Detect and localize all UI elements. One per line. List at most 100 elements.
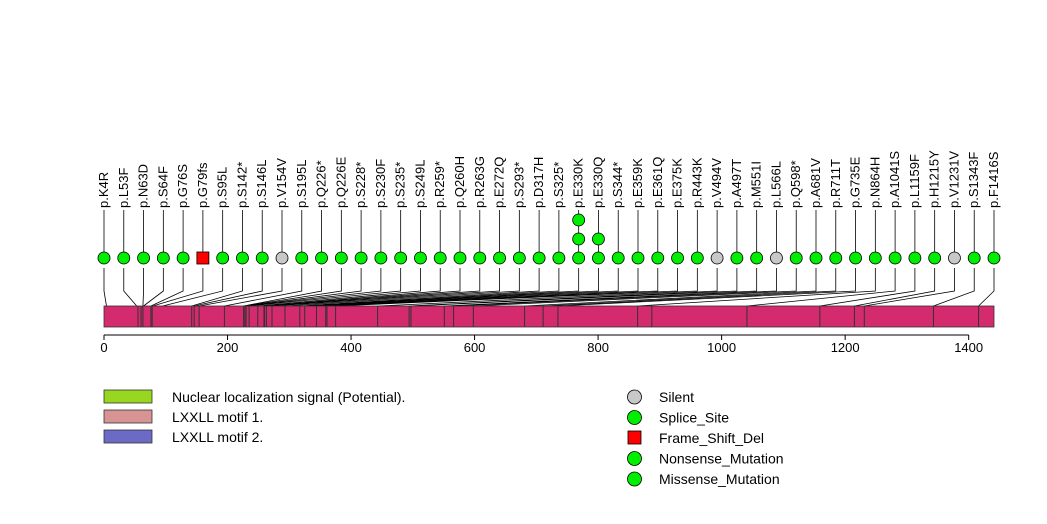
marker-pS228-0: [354, 251, 368, 265]
connector-16: [257, 268, 421, 307]
marker-pG76S-0: [176, 251, 190, 265]
mutation-label: p.V154V: [274, 158, 289, 208]
marker-pG79fs-0: [196, 251, 210, 265]
mutation-label: p.E359K: [630, 158, 645, 208]
mutation-legend-label: Silent: [659, 389, 694, 405]
mutation-legend-swatch: [627, 451, 642, 466]
mutation-label: p.S230F: [373, 159, 388, 208]
domain-legend-swatch: [103, 389, 153, 404]
marker-pS230F-0: [374, 251, 388, 265]
connector-7: [191, 268, 243, 307]
connector-23: [304, 268, 560, 307]
connector-17: [263, 268, 441, 307]
x-tick-label-200: 200: [217, 340, 239, 355]
marker-pQ226E-0: [334, 251, 348, 265]
marker-pN63D-0: [137, 251, 150, 265]
mutation-label: p.L566L: [768, 161, 783, 208]
domain-legend-swatch: [103, 409, 153, 424]
mutation-label: p.R263G: [472, 156, 487, 208]
connector-9: [199, 268, 283, 307]
connector-4: [150, 268, 184, 307]
mutation-label: p.Q226*: [314, 160, 329, 208]
mutation-label: p.S1343F: [966, 152, 981, 208]
marker-pF1416S-0: [987, 251, 1001, 265]
mutation-label: p.G735E: [848, 156, 863, 208]
domain-legend-label: LXXLL motif 1.: [172, 409, 263, 425]
domain-legend-label: LXXLL motif 2.: [172, 429, 263, 445]
connector-1: [123, 268, 138, 307]
marker-pA497T-0: [730, 251, 744, 265]
marker-pE330K-2: [572, 213, 586, 227]
x-tick-label-1400: 1400: [954, 340, 983, 355]
connector-28: [326, 268, 659, 307]
connector-6: [162, 268, 224, 307]
mutation-label: p.G79fs: [195, 162, 210, 208]
marker-pS142-0: [236, 251, 249, 265]
marker-pD317H-0: [532, 251, 546, 265]
connector-38: [557, 268, 856, 307]
marker-pR711T-0: [829, 251, 843, 265]
connector-43: [864, 268, 955, 307]
marker-pE359K-0: [631, 251, 645, 265]
connector-36: [524, 268, 817, 307]
domain-legend-label: Nuclear localization signal (Potential).: [172, 389, 405, 405]
mutation-label: p.E330K: [571, 158, 586, 208]
marker-pE361Q-0: [651, 251, 665, 265]
x-tick-label-0: 0: [100, 340, 107, 355]
mutation-label: p.S293*: [511, 162, 526, 208]
connector-33: [444, 268, 758, 307]
connector-21: [284, 268, 520, 307]
mutation-legend-label: Frame_Shift_Del: [659, 430, 764, 446]
connector-44: [933, 268, 975, 307]
x-tick-label-1000: 1000: [707, 340, 736, 355]
marker-pS249L-0: [414, 251, 427, 265]
mutation-label: p.Q598*: [788, 160, 803, 208]
domain-legend-swatch: [103, 429, 153, 444]
mutation-label: p.S64F: [155, 166, 170, 208]
mutation-label: p.S95L: [215, 167, 230, 208]
mutation-label: p.Q260H: [452, 156, 467, 208]
mutation-label: p.L53F: [116, 167, 131, 208]
connector-37: [543, 268, 837, 307]
marker-pK4R-0: [97, 251, 111, 265]
connector-10: [224, 268, 303, 307]
connector-20: [271, 268, 500, 307]
connector-42: [854, 268, 936, 307]
connector-40: [746, 268, 896, 307]
connector-39: [637, 268, 876, 307]
mutation-label: p.G76S: [175, 164, 190, 208]
mutation-label: p.N63D: [136, 164, 151, 208]
mutation-label: p.S142*: [234, 162, 249, 208]
mutation-label: p.S325*: [551, 162, 566, 208]
marker-pR263G-0: [473, 251, 487, 265]
mutation-label: p.S344*: [610, 162, 625, 208]
marker-pS293-0: [512, 251, 526, 265]
connector-25: [307, 268, 599, 307]
connector-5: [152, 268, 204, 307]
connector-32: [410, 268, 738, 307]
connector-lines: [103, 268, 995, 307]
mutation-label: p.M551I: [749, 161, 764, 208]
mutation-label: p.S228*: [353, 162, 368, 208]
x-tick-label-800: 800: [587, 340, 609, 355]
marker-pV1231V-0: [948, 251, 961, 265]
mutation-label: p.A681V: [808, 158, 823, 208]
connector-12: [243, 268, 342, 307]
mutation-label: p.S146L: [254, 160, 269, 208]
mutation-label: p.V494V: [709, 158, 724, 208]
marker-pE330K-0: [572, 251, 586, 265]
marker-pQ226-0: [315, 251, 328, 265]
connector-34: [453, 268, 777, 307]
protein-bar: [103, 305, 995, 328]
marker-pR443K-0: [690, 251, 704, 265]
marker-pV154V-0: [275, 251, 289, 265]
mutation-legend-swatch: [627, 410, 642, 425]
mutation-labels: p.K4R p.L53F p.N63D p.S64F p.G76S p.G79fs p.S9…: [96, 150, 1001, 208]
marker-pS64F-0: [156, 251, 170, 265]
x-tick-label-1200: 1200: [831, 340, 860, 355]
mutation-label: p.R443K: [689, 157, 704, 208]
marker-pN864H-0: [868, 251, 882, 265]
connector-13: [244, 268, 362, 307]
marker-pR259-0: [433, 251, 447, 265]
